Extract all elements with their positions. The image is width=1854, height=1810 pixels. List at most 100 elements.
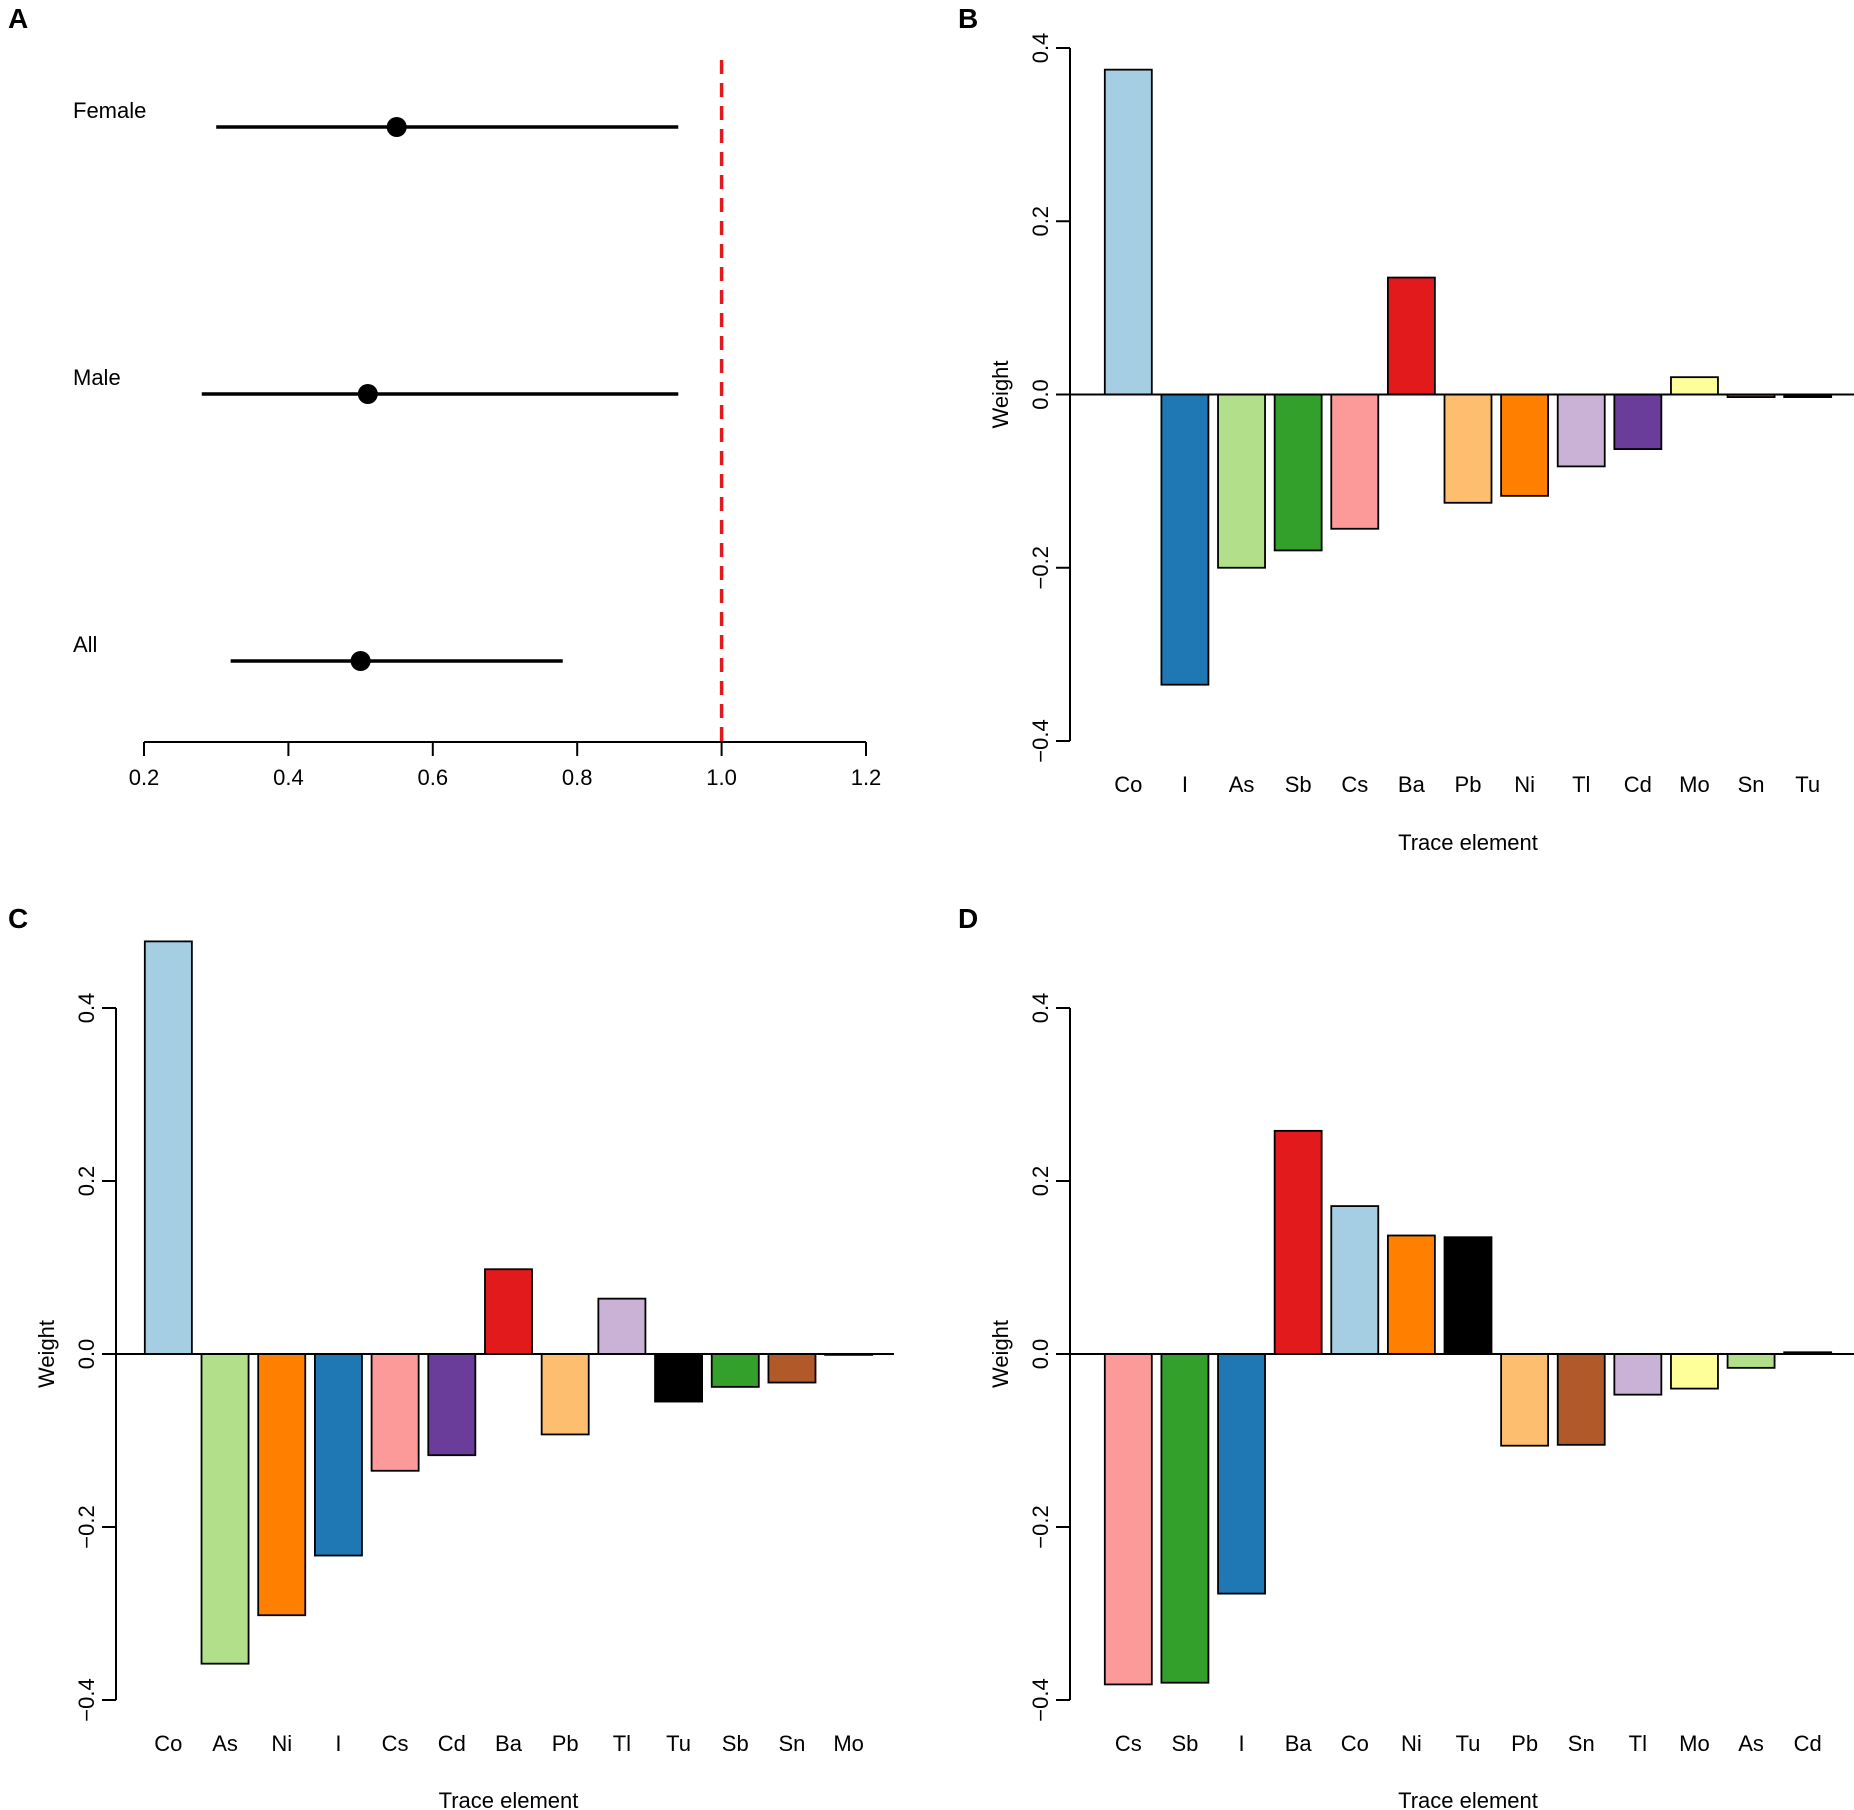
- x-tick-label: 0.6: [418, 765, 449, 790]
- bar: [1670, 1353, 1719, 1390]
- category-label: Cd: [1624, 772, 1652, 797]
- category-label: Cs: [1341, 772, 1368, 797]
- bar: [1330, 393, 1380, 530]
- category-label: Cs: [1115, 1731, 1142, 1756]
- y-axis-title: Weight: [988, 1320, 1013, 1388]
- bar: [1443, 1236, 1493, 1355]
- y-tick-label: 0.4: [1028, 993, 1053, 1024]
- y-tick-label: 0.4: [74, 993, 99, 1024]
- bar: [1500, 1353, 1550, 1447]
- category-label: Tu: [1456, 1731, 1481, 1756]
- category-label: Sn: [1568, 1731, 1595, 1756]
- bar: [1726, 1353, 1776, 1369]
- category-label: Tu: [666, 1731, 691, 1756]
- category-label: Tl: [1629, 1731, 1647, 1756]
- y-tick-label: 0.2: [74, 1166, 99, 1197]
- panel-a-label: A: [8, 3, 28, 34]
- y-axis-title: Weight: [34, 1320, 59, 1388]
- bar: [1330, 1205, 1380, 1355]
- x-tick-label: 0.2: [129, 765, 160, 790]
- category-label: I: [335, 1731, 341, 1756]
- category-label: Ni: [271, 1731, 292, 1756]
- y-axis-title: Weight: [988, 360, 1013, 428]
- y-tick-label: −0.2: [1028, 546, 1053, 589]
- x-tick-label: 1.0: [706, 765, 737, 790]
- bar: [1273, 393, 1323, 552]
- category-label: Sn: [1738, 772, 1765, 797]
- category-label: Co: [154, 1731, 182, 1756]
- bar: [1217, 393, 1266, 569]
- category-label: As: [1229, 772, 1255, 797]
- bar-chart-panel-c: −0.4 −0.2 0.0 0.2 0.4 Weight Co As Ni I Cs Cd Ba Pb Tl…: [34, 940, 894, 1810]
- category-label: Ni: [1514, 772, 1535, 797]
- x-tick-label: 1.2: [851, 765, 882, 790]
- bar: [1217, 1353, 1266, 1595]
- x-axis-title: Trace element: [439, 1788, 579, 1810]
- bar: [1500, 393, 1550, 497]
- bar: [1556, 1353, 1606, 1446]
- y-tick-label: −0.4: [74, 1678, 99, 1721]
- y-tick-label: 0.0: [1028, 379, 1053, 410]
- y-tick-label: 0.0: [1028, 1339, 1053, 1370]
- bar: [1103, 1353, 1153, 1686]
- category-label: Pb: [552, 1731, 579, 1756]
- bar: [597, 1297, 647, 1355]
- category-label: As: [1738, 1731, 1764, 1756]
- bar: [1386, 1234, 1436, 1355]
- category-label: Pb: [1455, 772, 1482, 797]
- category-label: Tl: [613, 1731, 631, 1756]
- bar: [1160, 393, 1210, 686]
- group-label: Male: [73, 365, 121, 390]
- category-label: Sb: [1171, 1731, 1198, 1756]
- category-label: Tu: [1795, 772, 1820, 797]
- bar: [1386, 276, 1436, 396]
- panel-d-label: D: [958, 903, 978, 934]
- panel-b-label: B: [958, 3, 978, 34]
- forest-plot-panel-a: 0.2 0.4 0.6 0.8 1.0 1.2 Female Male All: [73, 60, 881, 790]
- category-label: Ba: [1398, 772, 1426, 797]
- y-tick-label: −0.2: [74, 1505, 99, 1548]
- bar: [1670, 376, 1719, 396]
- point-estimate: [350, 651, 371, 671]
- y-tick-label: −0.2: [1028, 1505, 1053, 1548]
- y-tick-label: 0.0: [74, 1339, 99, 1370]
- bar: [143, 940, 193, 1355]
- category-label: Ni: [1401, 1731, 1422, 1756]
- bar: [1556, 393, 1606, 468]
- category-label: Cd: [1794, 1731, 1822, 1756]
- category-label: Pb: [1511, 1731, 1538, 1756]
- bar: [1443, 393, 1493, 504]
- bar: [654, 1353, 704, 1403]
- y-tick-label: 0.4: [1028, 33, 1053, 64]
- bar: [710, 1353, 760, 1388]
- category-label: I: [1182, 772, 1188, 797]
- group-label: Female: [73, 98, 146, 123]
- x-tick-label: 0.8: [562, 765, 593, 790]
- bar: [1160, 1353, 1210, 1684]
- bar: [370, 1353, 420, 1472]
- category-label: As: [212, 1731, 238, 1756]
- x-axis-title: Trace element: [1398, 830, 1538, 855]
- bar: [767, 1353, 817, 1384]
- bar: [313, 1353, 363, 1557]
- point-estimate: [357, 384, 378, 404]
- category-label: Ba: [1285, 1731, 1313, 1756]
- category-label: Co: [1114, 772, 1142, 797]
- y-tick-label: 0.2: [1028, 1166, 1053, 1197]
- y-tick-label: −0.4: [1028, 1678, 1053, 1721]
- y-tick-label: 0.2: [1028, 206, 1053, 237]
- y-tick-label: −0.4: [1028, 719, 1053, 762]
- bar: [540, 1353, 590, 1436]
- x-axis-title: Trace element: [1398, 1788, 1538, 1810]
- bar-chart-panel-b: −0.4 −0.2 0.0 0.2 0.4 Weight Co I As Sb Cs Ba Pb Ni Tl…: [988, 33, 1854, 855]
- category-label: Cs: [382, 1731, 409, 1756]
- bar: [1103, 68, 1153, 396]
- category-label: Mo: [1679, 772, 1710, 797]
- bar: [427, 1353, 477, 1457]
- point-estimate: [386, 117, 407, 137]
- bar: [484, 1268, 533, 1355]
- category-label: Cd: [438, 1731, 466, 1756]
- category-label: Sb: [1285, 772, 1312, 797]
- bar-chart-panel-d: −0.4 −0.2 0.0 0.2 0.4 Weight Cs Sb I Ba Co Ni Tu Pb Sn…: [988, 993, 1854, 1810]
